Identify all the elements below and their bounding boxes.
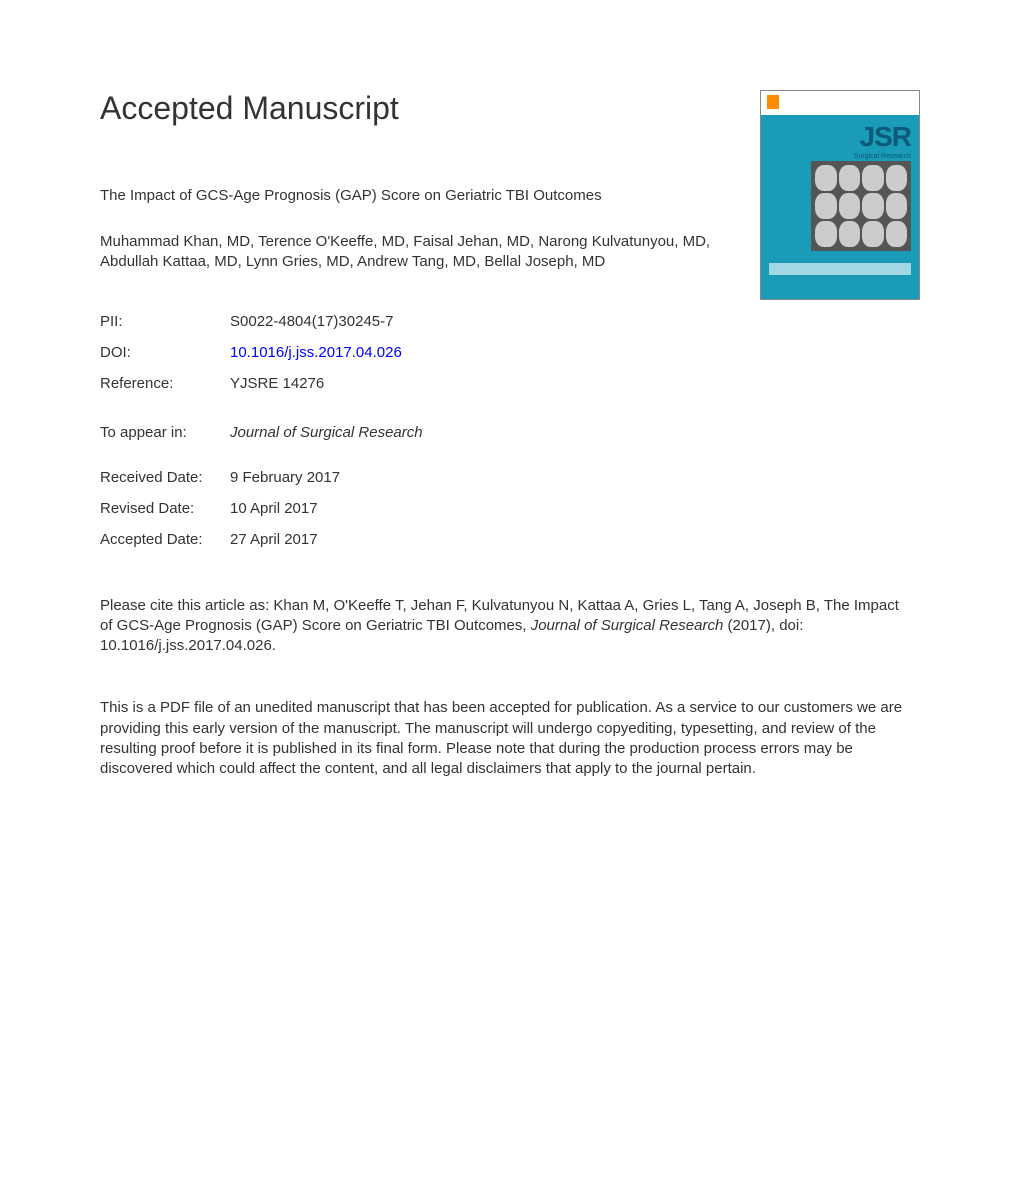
citation-journal: Journal of Surgical Research (531, 617, 724, 634)
cover-image-area (811, 161, 911, 251)
meta-value: 9 February 2017 (230, 469, 340, 486)
meta-label: Received Date: (100, 469, 230, 486)
cover-journal-block: JSR Surgical Research (854, 121, 911, 160)
meta-row-doi: DOI: 10.1016/j.jss.2017.04.026 (100, 344, 920, 361)
meta-label: DOI: (100, 344, 230, 361)
meta-value-journal: Journal of Surgical Research (230, 424, 423, 441)
meta-label: PII: (100, 313, 230, 330)
article-title: The Impact of GCS-Age Prognosis (GAP) Sc… (100, 187, 700, 204)
cover-journal-sub: Surgical Research (854, 153, 911, 160)
meta-row-appear: To appear in: Journal of Surgical Resear… (100, 424, 920, 441)
elsevier-tree-icon (767, 95, 779, 109)
citation-text: Please cite this article as: Khan M, O'K… (100, 596, 900, 657)
cover-journal-abbrev: JSR (854, 121, 911, 153)
meta-row-pii: PII: S0022-4804(17)30245-7 (100, 313, 920, 330)
meta-row-revised: Revised Date: 10 April 2017 (100, 500, 920, 517)
disclaimer-text: This is a PDF file of an unedited manusc… (100, 698, 910, 779)
meta-label: Accepted Date: (100, 531, 230, 548)
doi-link[interactable]: 10.1016/j.jss.2017.04.026 (230, 344, 402, 361)
meta-row-reference: Reference: YJSRE 14276 (100, 375, 920, 392)
article-authors: Muhammad Khan, MD, Terence O'Keeffe, MD,… (100, 232, 740, 273)
meta-label: Reference: (100, 375, 230, 392)
meta-value: YJSRE 14276 (230, 375, 324, 392)
meta-block-identifiers: PII: S0022-4804(17)30245-7 DOI: 10.1016/… (100, 313, 920, 392)
meta-row-received: Received Date: 9 February 2017 (100, 469, 920, 486)
cover-label-strip (769, 263, 911, 275)
meta-block-appear: To appear in: Journal of Surgical Resear… (100, 424, 920, 441)
meta-value: 27 April 2017 (230, 531, 318, 548)
meta-row-accepted: Accepted Date: 27 April 2017 (100, 531, 920, 548)
meta-value: 10 April 2017 (230, 500, 318, 517)
cover-top-strip (761, 91, 919, 115)
meta-label: To appear in: (100, 424, 230, 441)
meta-label: Revised Date: (100, 500, 230, 517)
meta-block-dates: Received Date: 9 February 2017 Revised D… (100, 469, 920, 548)
journal-cover-thumbnail: JSR Surgical Research (760, 90, 920, 300)
meta-value: S0022-4804(17)30245-7 (230, 313, 393, 330)
